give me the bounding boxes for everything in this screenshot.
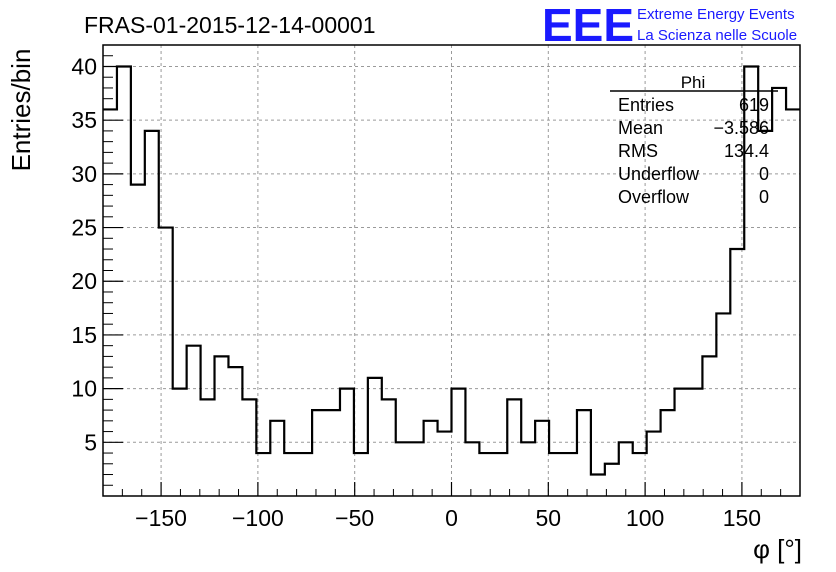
y-tick-label: 20 (71, 268, 97, 294)
eee-logo: EEE Extreme Energy Events La Scienza nel… (542, 0, 797, 51)
stats-label: RMS (618, 141, 658, 161)
tick-labels: −150 −100 −50 0 50 100 150 5 10 15 20 25 30 35 40 (71, 53, 761, 531)
histogram-bin (479, 453, 493, 496)
histogram-bin (647, 432, 661, 496)
histogram-bin (563, 453, 577, 496)
histogram-bin (382, 399, 396, 496)
y-tick-label: 40 (71, 53, 97, 79)
logo-line2: La Scienza nelle Scuole (637, 27, 797, 44)
histogram-bin (159, 228, 173, 496)
histogram-bin (521, 442, 535, 496)
histogram-bin (786, 109, 800, 496)
histogram-bin (688, 389, 702, 496)
histogram-bin (298, 453, 312, 496)
histogram-bin (465, 442, 479, 496)
x-axis-label: φ [°] (753, 534, 802, 564)
stats-label: Entries (618, 95, 674, 115)
stats-value: 619 (739, 95, 769, 115)
histogram-bin (619, 442, 633, 496)
histogram-bin (117, 66, 131, 496)
histogram-bin (312, 410, 326, 496)
y-tick-label: 10 (71, 376, 97, 402)
histogram-bin (256, 453, 270, 496)
stats-label: Mean (618, 118, 663, 138)
stats-title: Phi (681, 73, 706, 92)
stats-value: 0 (759, 164, 769, 184)
histogram-bin (228, 367, 242, 496)
histogram-bin (215, 356, 229, 496)
logo-line1: Extreme Energy Events (637, 6, 795, 23)
histogram-bin (187, 346, 201, 496)
histogram-bin (591, 475, 605, 496)
stats-label: Overflow (618, 187, 690, 207)
histogram-bin (396, 442, 410, 496)
histogram-bin (702, 356, 716, 496)
histogram-bin (507, 399, 521, 496)
histogram-bin (438, 432, 452, 496)
histogram-bin (772, 88, 786, 496)
histogram-bin (242, 399, 256, 496)
x-tick-label: 150 (723, 505, 761, 531)
histogram-bin (326, 410, 340, 496)
x-tick-label: −150 (135, 505, 187, 531)
stats-label: Underflow (618, 164, 700, 184)
y-tick-label: 5 (84, 429, 97, 455)
histogram-bin (730, 249, 744, 496)
x-tick-label: 0 (445, 505, 458, 531)
histogram-bin (716, 313, 730, 496)
stats-value: −3.586 (713, 118, 769, 138)
histogram-bin (173, 389, 187, 496)
histogram-bin (675, 389, 689, 496)
histogram-bin (103, 109, 117, 496)
histogram-bin (549, 453, 563, 496)
histogram-bin (424, 421, 438, 496)
histogram-bin (577, 410, 591, 496)
x-tick-label: 100 (626, 505, 664, 531)
stats-value: 134.4 (724, 141, 769, 161)
x-tick-label: 50 (536, 505, 562, 531)
y-tick-label: 35 (71, 107, 97, 133)
x-tick-label: −50 (335, 505, 374, 531)
stats-rows: Entries 619 Mean −3.586 RMS 134.4 Underflow 0 Ov… (618, 95, 769, 207)
chart-title: FRAS-01-2015-12-14-00001 (84, 12, 376, 38)
histogram-bin (661, 410, 675, 496)
histogram-bin (340, 389, 354, 496)
stats-value: 0 (759, 187, 769, 207)
y-tick-label: 30 (71, 161, 97, 187)
histogram-bin (758, 131, 772, 496)
histogram-bin (131, 185, 145, 496)
histogram-bin (284, 453, 298, 496)
stats-box: Phi Entries 619 Mean −3.586 RMS 134.4 Underflo… (610, 73, 778, 207)
histogram-bin (535, 421, 549, 496)
y-axis-label: Entries/bin (6, 49, 36, 172)
y-tick-label: 25 (71, 215, 97, 241)
histogram-bin (368, 378, 382, 496)
histogram-bin (410, 442, 424, 496)
plot-frame (102, 44, 801, 497)
histogram-bin (493, 453, 507, 496)
histogram-bin (452, 389, 466, 496)
histogram-bin (354, 453, 368, 496)
logo-mark: EEE (542, 0, 634, 51)
histogram-bin (605, 464, 619, 496)
x-tick-label: −100 (232, 505, 284, 531)
y-tick-label: 15 (71, 322, 97, 348)
histogram-bin (270, 421, 284, 496)
histogram-bin (201, 399, 215, 496)
histogram-outline (103, 65, 800, 476)
histogram-bin (633, 453, 647, 496)
histogram-bin (145, 131, 159, 496)
